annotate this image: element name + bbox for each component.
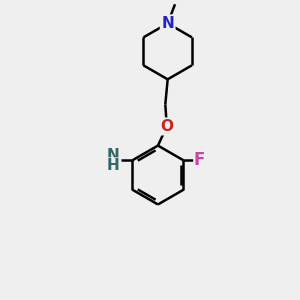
Text: F: F [194, 151, 205, 169]
Text: N: N [161, 16, 174, 31]
Text: H: H [106, 158, 119, 173]
Text: N: N [106, 148, 119, 163]
Text: O: O [160, 119, 173, 134]
